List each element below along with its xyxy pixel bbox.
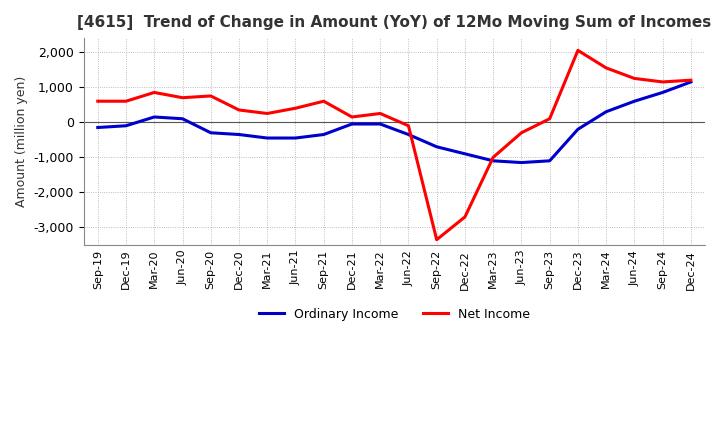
Net Income bbox=[489, 155, 498, 160]
Net Income bbox=[545, 116, 554, 121]
Net Income bbox=[658, 79, 667, 84]
Net Income bbox=[150, 90, 158, 95]
Net Income bbox=[461, 214, 469, 220]
Net Income bbox=[602, 65, 611, 70]
Ordinary Income bbox=[545, 158, 554, 163]
Ordinary Income bbox=[630, 99, 639, 104]
Net Income bbox=[574, 48, 582, 53]
Ordinary Income bbox=[433, 144, 441, 150]
Ordinary Income bbox=[235, 132, 243, 137]
Ordinary Income bbox=[602, 109, 611, 114]
Ordinary Income bbox=[207, 130, 215, 136]
Ordinary Income bbox=[348, 121, 356, 127]
Ordinary Income bbox=[517, 160, 526, 165]
Net Income bbox=[433, 237, 441, 242]
Ordinary Income bbox=[658, 90, 667, 95]
Net Income bbox=[263, 111, 271, 116]
Net Income bbox=[404, 123, 413, 128]
Net Income bbox=[517, 130, 526, 136]
Net Income bbox=[235, 107, 243, 113]
Net Income bbox=[348, 114, 356, 120]
Net Income bbox=[630, 76, 639, 81]
Ordinary Income bbox=[263, 136, 271, 141]
Net Income bbox=[376, 111, 384, 116]
Net Income bbox=[291, 106, 300, 111]
Line: Net Income: Net Income bbox=[98, 51, 691, 240]
Net Income bbox=[122, 99, 130, 104]
Net Income bbox=[178, 95, 186, 100]
Ordinary Income bbox=[404, 132, 413, 137]
Net Income bbox=[320, 99, 328, 104]
Legend: Ordinary Income, Net Income: Ordinary Income, Net Income bbox=[253, 303, 535, 326]
Ordinary Income bbox=[178, 116, 186, 121]
Ordinary Income bbox=[461, 151, 469, 157]
Ordinary Income bbox=[574, 127, 582, 132]
Ordinary Income bbox=[122, 123, 130, 128]
Title: [4615]  Trend of Change in Amount (YoY) of 12Mo Moving Sum of Incomes: [4615] Trend of Change in Amount (YoY) o… bbox=[77, 15, 711, 30]
Y-axis label: Amount (million yen): Amount (million yen) bbox=[15, 76, 28, 207]
Net Income bbox=[687, 77, 696, 83]
Ordinary Income bbox=[150, 114, 158, 120]
Ordinary Income bbox=[94, 125, 102, 130]
Line: Ordinary Income: Ordinary Income bbox=[98, 82, 691, 162]
Ordinary Income bbox=[291, 136, 300, 141]
Ordinary Income bbox=[687, 79, 696, 84]
Ordinary Income bbox=[376, 121, 384, 127]
Net Income bbox=[94, 99, 102, 104]
Ordinary Income bbox=[489, 158, 498, 163]
Ordinary Income bbox=[320, 132, 328, 137]
Net Income bbox=[207, 93, 215, 99]
